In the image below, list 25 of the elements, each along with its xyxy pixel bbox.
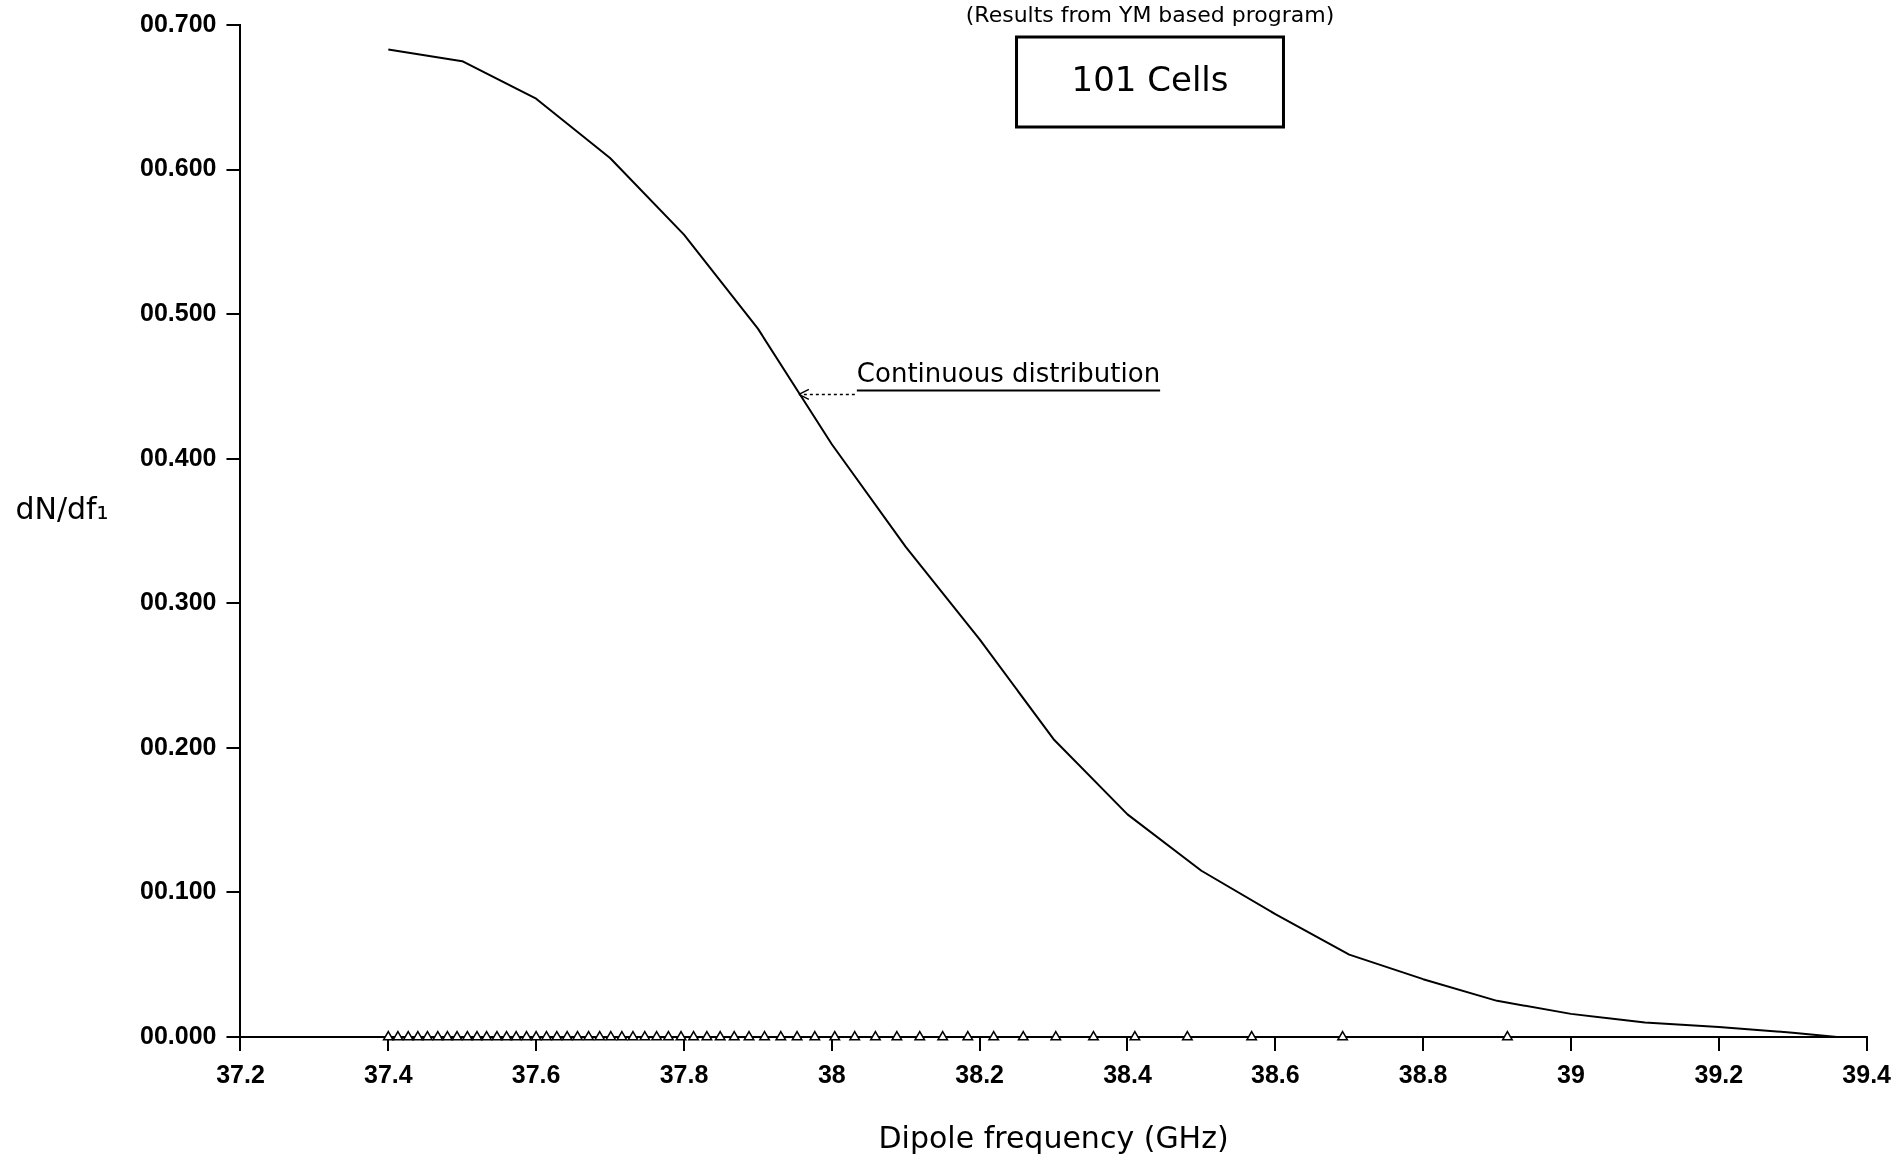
annotation: Continuous distribution (856, 358, 1161, 389)
x-tick-label: 37.4 (363, 1059, 413, 1088)
x-tick-label: 38.2 (955, 1059, 1004, 1088)
x-axis-title: Dipole frequency (GHz) (878, 1119, 1229, 1155)
y-tick-label: 00.000 (140, 1020, 217, 1049)
annotation: 101 Cells (1071, 58, 1229, 99)
x-tick-label: 39.2 (1694, 1059, 1744, 1088)
x-tick-label: 39 (1557, 1059, 1585, 1088)
y-tick-label: 00.600 (140, 153, 217, 182)
y-axis-title: dN/df₁ (15, 490, 109, 526)
x-tick-label: 39.4 (1842, 1059, 1892, 1088)
annotation: (Results from YM based program) (965, 1, 1335, 27)
x-tick-label: 37.8 (659, 1059, 709, 1088)
y-tick-label: 00.400 (140, 442, 217, 471)
x-tick-label: 37.2 (216, 1059, 265, 1088)
y-tick-label: 00.500 (140, 298, 217, 327)
x-tick-label: 38 (817, 1059, 846, 1088)
x-tick-label: 38.4 (1103, 1059, 1152, 1088)
x-tick-label: 38.6 (1250, 1059, 1300, 1088)
x-tick-label: 38.8 (1398, 1059, 1448, 1088)
y-tick-label: 00.200 (140, 731, 217, 760)
x-tick-label: 37.6 (511, 1059, 561, 1088)
y-tick-label: 00.100 (140, 876, 217, 905)
y-tick-label: 00.700 (140, 8, 217, 37)
y-tick-label: 00.300 (140, 587, 217, 616)
